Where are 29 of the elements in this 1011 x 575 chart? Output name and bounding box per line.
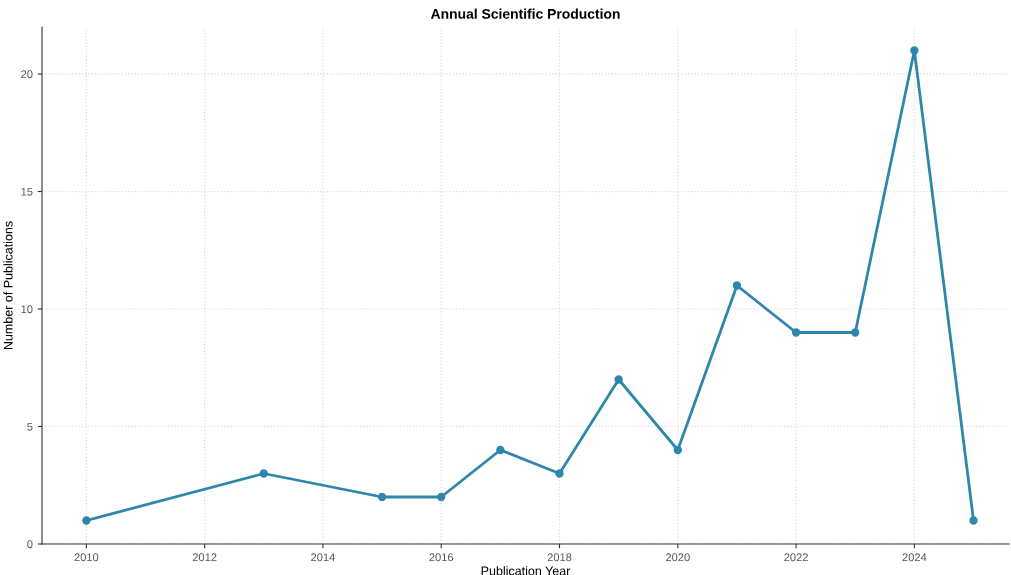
point (437, 492, 446, 502)
y-tick-label: 10 (21, 305, 33, 314)
x-tick-label: 2010 (74, 553, 99, 562)
y-tick-label: 0 (27, 540, 33, 549)
point (82, 516, 91, 525)
point (259, 469, 268, 478)
y-axis-title: Number of Publications (3, 221, 13, 350)
point (614, 375, 623, 384)
x-tick-label: 2012 (192, 553, 217, 562)
point (969, 516, 978, 525)
x-tick-label: 2022 (784, 553, 808, 562)
x-tick-label: 2016 (429, 553, 454, 562)
point (851, 328, 860, 337)
x-tick-label: 2014 (311, 553, 335, 562)
y-tick-label: 5 (27, 422, 33, 431)
x-tick-label: 2020 (666, 553, 690, 562)
y-tick-label: 20 (21, 70, 33, 79)
point (910, 46, 919, 55)
x-tick-label: 2024 (902, 553, 927, 562)
chart-title: Annual Scientific Production (430, 8, 620, 19)
point (377, 492, 387, 502)
y-tick-label: 15 (21, 187, 33, 196)
x-tick-label: 2018 (547, 553, 572, 562)
x-axis-title: Publication Year (481, 566, 571, 575)
point (496, 445, 505, 455)
point (673, 445, 682, 455)
point (555, 469, 564, 478)
point (791, 328, 801, 337)
point (732, 281, 742, 290)
